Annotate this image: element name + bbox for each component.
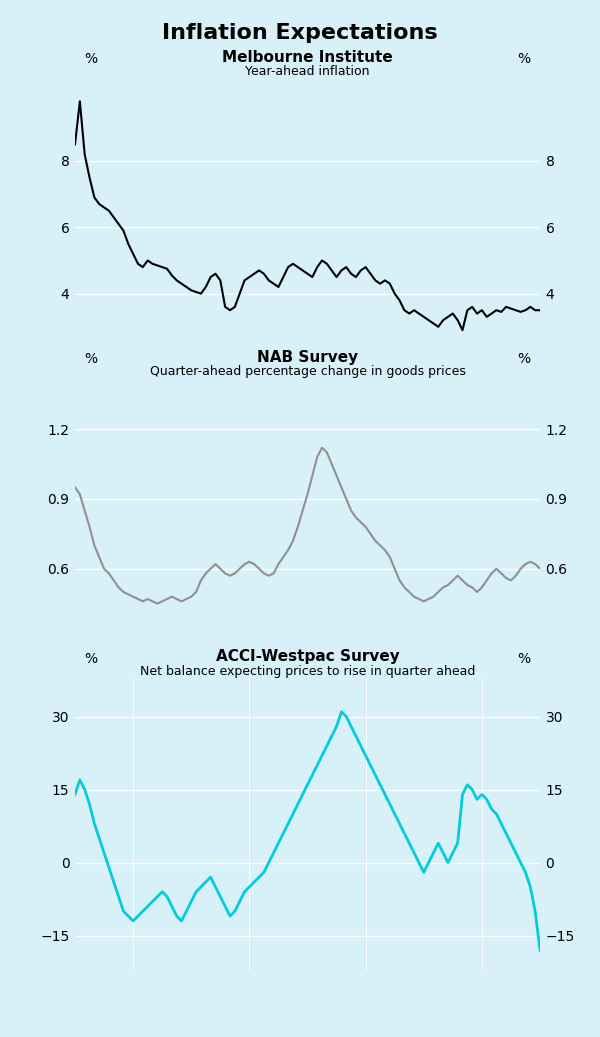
Text: NAB Survey: NAB Survey xyxy=(257,349,358,365)
Text: Melbourne Institute: Melbourne Institute xyxy=(222,50,393,64)
Text: Year-ahead inflation: Year-ahead inflation xyxy=(245,65,370,78)
Text: %: % xyxy=(518,651,531,666)
Text: Net balance expecting prices to rise in quarter ahead: Net balance expecting prices to rise in … xyxy=(140,665,475,677)
Text: %: % xyxy=(518,352,531,366)
Text: %: % xyxy=(518,52,531,66)
Text: ACCI-Westpac Survey: ACCI-Westpac Survey xyxy=(215,649,400,665)
Text: %: % xyxy=(84,52,97,66)
Text: Inflation Expectations: Inflation Expectations xyxy=(162,23,438,43)
Text: %: % xyxy=(84,651,97,666)
Text: Quarter-ahead percentage change in goods prices: Quarter-ahead percentage change in goods… xyxy=(149,365,466,377)
Text: %: % xyxy=(84,352,97,366)
